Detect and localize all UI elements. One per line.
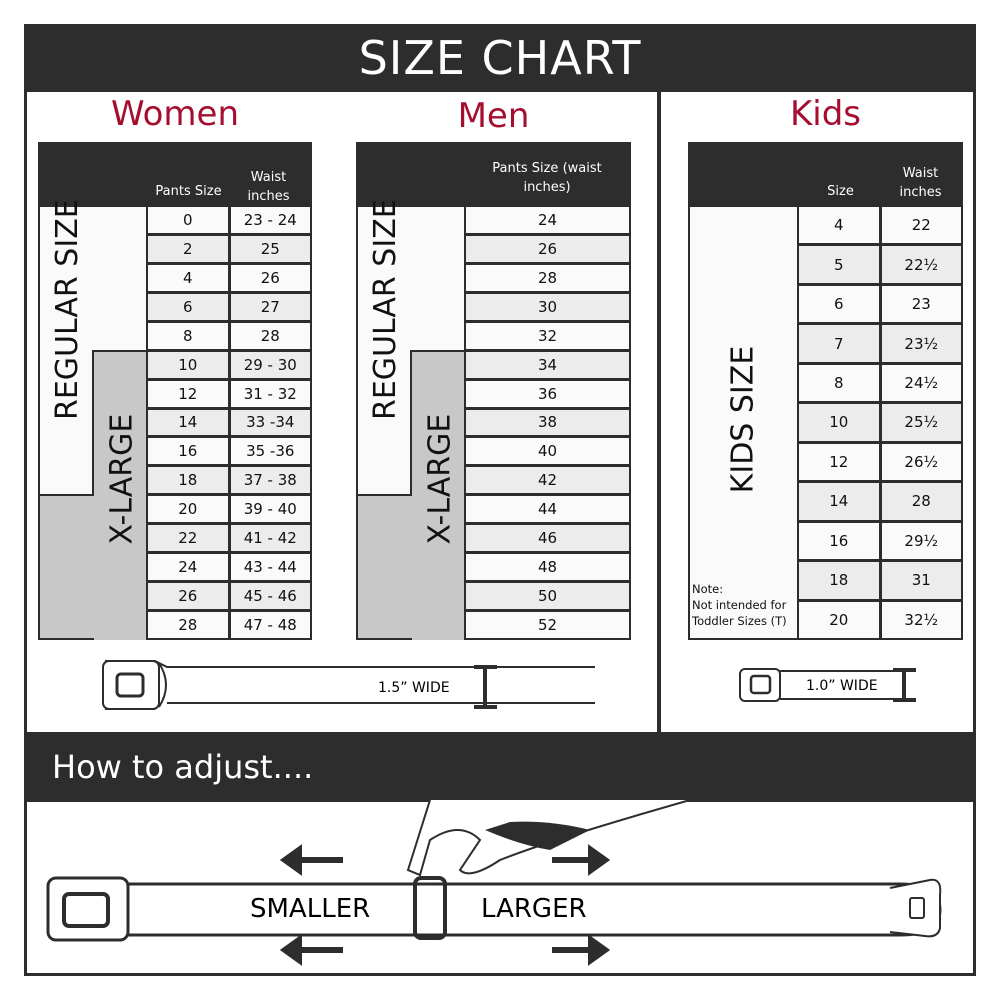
table-cell: 12: [148, 380, 228, 407]
table-cell: 33 -34: [230, 409, 310, 436]
table-cell: 18: [799, 562, 879, 599]
table-cell: 27: [230, 293, 310, 320]
table-cell: 31: [881, 562, 961, 599]
table-cell: 8: [148, 322, 228, 349]
table-cell: 20: [148, 496, 228, 523]
table-cell: 4: [148, 264, 228, 291]
table-cell: 22: [148, 525, 228, 552]
table-cell: 26: [230, 264, 310, 291]
table-cell: 29½: [881, 522, 961, 560]
table-cell: 42: [466, 467, 629, 494]
note-title: Note:: [692, 582, 724, 596]
men-title: Men: [457, 96, 530, 136]
table-cell: 26½: [881, 443, 961, 481]
table-cell: 6: [148, 293, 228, 320]
col-pants-size: Pants Size: [155, 184, 222, 199]
table-cell: 29 - 30: [230, 351, 310, 378]
table-cell: 16: [148, 438, 228, 465]
table-cell: 36: [466, 380, 629, 407]
table-cell: 46: [466, 525, 629, 552]
table-cell: 6: [799, 285, 879, 323]
table-cell: 24: [148, 554, 228, 581]
table-cell: 20: [799, 601, 879, 638]
table-cell: 52: [466, 612, 629, 638]
table-cell: 32½: [881, 601, 961, 638]
table-cell: 39 - 40: [230, 496, 310, 523]
table-cell: 24: [466, 207, 629, 233]
table-cell: 37 - 38: [230, 467, 310, 494]
table-cell: 5: [799, 246, 879, 283]
table-cell: 23 - 24: [230, 207, 310, 233]
table-cell: 23½: [881, 325, 961, 362]
table-cell: 28: [230, 322, 310, 349]
table-cell: 18: [148, 467, 228, 494]
women-table-header: Pants Size Waist inches: [38, 142, 312, 207]
table-cell: 28: [466, 264, 629, 291]
table-cell: 41 - 42: [230, 525, 310, 552]
kids-note: Note: Not intended for Toddler Sizes (T): [692, 581, 798, 629]
table-cell: 10: [799, 404, 879, 441]
table-cell: 24½: [881, 364, 961, 402]
table-cell: 16: [799, 522, 879, 560]
belt-1-5-illustration: [102, 660, 595, 710]
col-waist: Waist inches: [247, 170, 290, 204]
men-table: 24 26 28 30 32 34 36 38 40 42 44 46 48 50 52: [464, 205, 631, 640]
table-cell: 43 - 44: [230, 554, 310, 581]
table-cell: 38: [466, 409, 629, 436]
table-cell: 8: [799, 364, 879, 402]
table-cell: 32: [466, 322, 629, 349]
table-cell: 28: [148, 612, 228, 638]
belt-1-0-illustration: [739, 668, 916, 702]
table-cell: 22: [881, 207, 961, 244]
table-cell: 25: [230, 235, 310, 262]
table-cell: 7: [799, 325, 879, 362]
divider: [657, 92, 661, 732]
men-table-header: Pants Size (waist inches): [356, 142, 631, 207]
table-cell: 23: [881, 285, 961, 323]
table-cell: 44: [466, 496, 629, 523]
kids-size-label: KIDS SIZE: [725, 345, 761, 494]
table-cell: 31 - 32: [230, 380, 310, 407]
table-cell: 4: [799, 207, 879, 244]
smaller-label: SMALLER: [250, 894, 371, 924]
adjust-illustration: [46, 800, 942, 966]
regular-size-label: REGULAR SIZE: [50, 199, 85, 420]
women-title: Women: [110, 94, 239, 134]
table-cell: 12: [799, 443, 879, 481]
adjust-title: How to adjust....: [24, 732, 976, 802]
table-cell: 47 - 48: [230, 612, 310, 638]
xlarge-label: X-LARGE: [422, 413, 458, 545]
regular-size-label: REGULAR SIZE: [368, 199, 403, 420]
larger-label: LARGER: [481, 894, 587, 924]
women-table: 0 23 - 24 2 25 4 26 6 27 8 28 10 29 - 30 12 31 - 32 14…: [146, 205, 312, 640]
kids-table: 4 22 5 22½ 6 23 7 23½ 8 24½ 10 25½ 12 26½ 14 28 16 29½ 18 3…: [797, 205, 963, 640]
table-cell: 40: [466, 438, 629, 465]
xlarge-label: X-LARGE: [104, 413, 140, 545]
table-cell: 0: [148, 207, 228, 233]
belt-width-label: 1.0” WIDE: [806, 678, 878, 694]
table-cell: 14: [799, 483, 879, 520]
table-cell: 10: [148, 351, 228, 378]
page-title: SIZE CHART: [24, 24, 976, 92]
table-cell: 25½: [881, 404, 961, 441]
table-cell: 35 -36: [230, 438, 310, 465]
table-cell: 45 - 46: [230, 583, 310, 610]
col-size: Size: [827, 184, 854, 199]
table-cell: 30: [466, 293, 629, 320]
note-text: Not intended for Toddler Sizes (T): [692, 598, 787, 628]
belt-width-label: 1.5” WIDE: [378, 680, 450, 696]
kids-table-header: Size Waist inches: [688, 142, 963, 207]
col-pants-size: Pants Size (waist inches): [492, 161, 602, 195]
table-cell: 48: [466, 554, 629, 581]
table-cell: 50: [466, 583, 629, 610]
col-waist: Waist inches: [899, 166, 942, 200]
table-cell: 26: [466, 235, 629, 262]
table-cell: 28: [881, 483, 961, 520]
table-cell: 2: [148, 235, 228, 262]
kids-title: Kids: [789, 94, 862, 134]
table-cell: 34: [466, 351, 629, 378]
table-cell: 22½: [881, 246, 961, 283]
table-cell: 26: [148, 583, 228, 610]
table-cell: 14: [148, 409, 228, 436]
